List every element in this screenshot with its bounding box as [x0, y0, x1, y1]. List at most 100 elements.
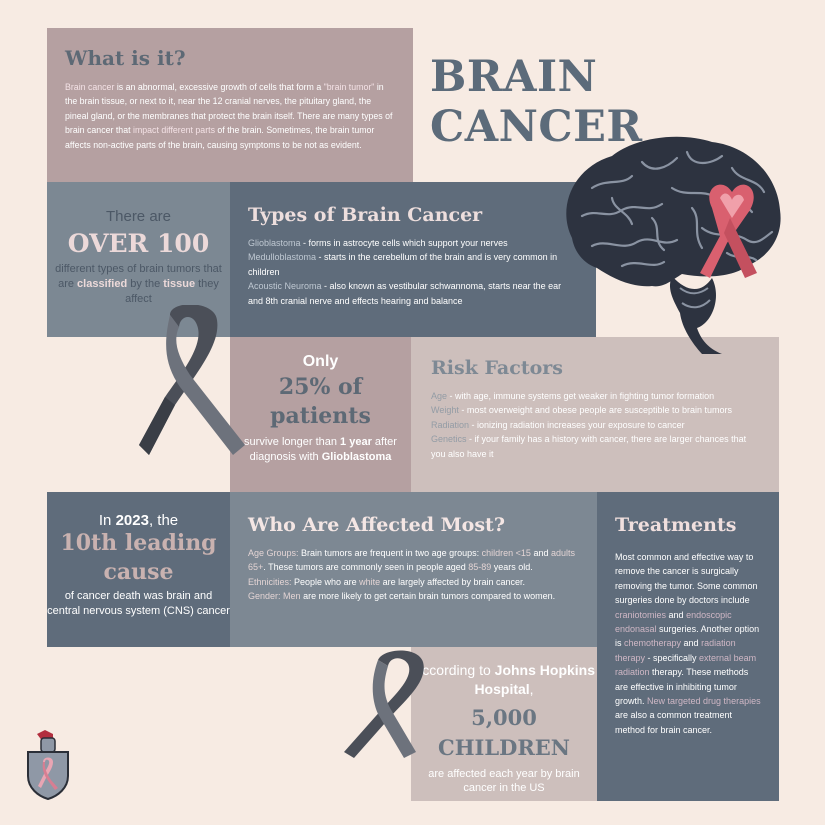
johns-line1: According to Johns Hopkins Hospital, [411, 661, 597, 699]
brain-with-ribbon-icon [566, 136, 781, 354]
risk-item-name: Radiation [431, 419, 470, 430]
year-emph: 2023 [115, 512, 149, 529]
over-text: by the [127, 278, 164, 290]
risk-item-name: Age [431, 391, 448, 401]
only-line1: Only [302, 353, 339, 370]
johns-text: According to [412, 662, 495, 678]
who-emph: children <15 [481, 548, 531, 558]
only-emph: 1 year [340, 436, 372, 448]
year-text: , the [148, 512, 179, 529]
treat-emph: chemotherapy [624, 638, 682, 649]
awareness-ribbon-icon [344, 650, 424, 758]
what-term: "brain tumor" [323, 82, 375, 92]
only-emph: Glioblastoma [321, 451, 392, 463]
what-heading: What is it? [65, 46, 186, 70]
over-big: OVER 100 [67, 229, 210, 258]
who-text: People who are [291, 576, 360, 587]
treat-part: are also a common treatment method for b… [615, 710, 733, 735]
year-line3: of cancer death was brain and central ne… [47, 590, 230, 617]
types-item-name: Acoustic Neuroma [248, 281, 322, 292]
who-label: Ethnicities: [248, 576, 292, 587]
who-label: Gender: [248, 591, 281, 602]
only-big: 25% of patients [270, 374, 371, 429]
over-emph: tissue [163, 278, 196, 290]
treat-part: - specifically [645, 652, 700, 663]
types-item-desc: - starts in the cerebellum of the brain … [248, 252, 558, 277]
treatments-panel: Treatments Most common and effective way… [597, 492, 779, 801]
who-ethnicity: Ethnicities: People who are white are la… [248, 575, 579, 589]
treat-text: Most common and effective way to remove … [615, 550, 763, 737]
who-text: are more likely to get certain brain tum… [300, 591, 556, 602]
awareness-ribbon-icon [139, 305, 245, 455]
types-item: Acoustic Neuroma - also known as vestibu… [248, 279, 578, 308]
johns-emph: Johns Hopkins Hospital [474, 662, 596, 697]
risk-item-desc: - ionizing radiation increases your expo… [469, 419, 685, 430]
who-text: years old. [491, 562, 533, 573]
treat-heading: Treatments [615, 514, 737, 536]
who-text: are largely affected by brain cancer. [380, 576, 526, 587]
over-line1: There are [105, 208, 172, 225]
treat-part: therapy. These methods are effective in … [615, 667, 749, 707]
only-text: after diagnosis with [249, 436, 397, 463]
what-text-part: in the brain tissue, or next to it, near… [65, 82, 393, 136]
children-stat-panel: According to Johns Hopkins Hospital, 5,0… [411, 647, 597, 801]
types-item-desc: - also known as vestibular schwannoma, s… [248, 281, 562, 306]
year-big: 10th leading cause [60, 530, 217, 585]
types-item: Medulloblastoma - starts in the cerebell… [248, 250, 578, 279]
who-emph: adults 65+ [248, 548, 575, 573]
treat-part: and [681, 638, 702, 649]
treat-emph: endoscopic endonasal [615, 609, 732, 635]
types-item: Glioblastoma - forms in astrocyte cells … [248, 236, 578, 250]
treat-part: and [666, 609, 687, 620]
risk-item-desc: - with age, immune systems get weaker in… [447, 391, 715, 401]
over-text: different types of brain tumors that are [55, 263, 222, 290]
only-text: survive longer than [244, 436, 341, 448]
risk-item: Radiation - ionizing radiation increases… [431, 418, 763, 432]
who-label: Age Groups: [248, 548, 299, 558]
who-gender: Gender: Men are more likely to get certa… [248, 589, 579, 603]
types-item-name: Glioblastoma [248, 238, 301, 248]
over-emph: classified [77, 278, 128, 290]
over-line3: different types of brain tumors that are… [47, 262, 230, 307]
johns-line3: are affected each year by brain cancer i… [428, 768, 580, 794]
risk-item: Weight - most overweight and obese peopl… [431, 403, 763, 417]
risk-item: Genetics - if your family has a history … [431, 432, 763, 461]
risk-item: Age - with age, immune systems get weake… [431, 389, 763, 403]
year-text: In [98, 512, 116, 529]
risk-item-name: Weight [431, 405, 459, 416]
over-text: they affect [125, 278, 219, 305]
treat-emph: New targeted drug therapies [647, 696, 761, 707]
treat-emph: craniotomies [615, 609, 667, 620]
johns-text: , [529, 681, 534, 697]
risk-factors-panel: Risk Factors Age - with age, immune syst… [411, 337, 779, 492]
survival-stat-panel: Only 25% of patients survive longer than… [230, 337, 411, 492]
treat-emph: radiation therapy [615, 638, 736, 663]
crest-logo [27, 730, 69, 800]
risk-heading: Risk Factors [431, 357, 563, 379]
types-item-desc: - forms in astrocyte cells which support… [300, 238, 508, 248]
types-heading: Types of Brain Cancer [248, 204, 483, 226]
only-line3: survive longer than 1 year after diagnos… [230, 435, 411, 465]
who-text: and [530, 548, 551, 558]
who-heading: Who Are Affected Most? [248, 514, 505, 536]
treat-emph: external beam radiation [615, 652, 757, 678]
who-emph: white [359, 576, 381, 587]
what-is-it-panel: What is it? Brain cancer is an abnormal,… [47, 28, 413, 182]
risk-item-desc: - if your family has a history with canc… [431, 434, 747, 459]
treat-part: surgeries. Another option is [615, 624, 760, 649]
who-age: Age Groups: Brain tumors are frequent in… [248, 546, 579, 575]
page-title: BRAIN CANCER [430, 52, 643, 152]
what-term: Brain cancer [65, 82, 115, 92]
risk-item-desc: - most overweight and obese people are s… [458, 405, 733, 416]
who-emph: Men [283, 591, 301, 602]
year-line1: In 2023, the [47, 512, 230, 529]
treat-part: Most common and effective way to remove … [615, 552, 758, 606]
what-text-part: of the brain. Sometimes, the brain tumor… [65, 125, 375, 150]
who-affected-panel: Who Are Affected Most? Age Groups: Brain… [230, 492, 597, 647]
who-text: . These tumors are commonly seen in peop… [263, 562, 469, 573]
risk-item-name: Genetics [431, 434, 467, 445]
over-100-stat-panel: There are OVER 100 different types of br… [47, 182, 230, 337]
leading-cause-panel: In 2023, the 10th leading cause of cance… [47, 492, 230, 647]
what-text: Brain cancer is an abnormal, excessive g… [65, 80, 397, 152]
who-text: Brain tumors are frequent in two age gro… [298, 548, 482, 558]
